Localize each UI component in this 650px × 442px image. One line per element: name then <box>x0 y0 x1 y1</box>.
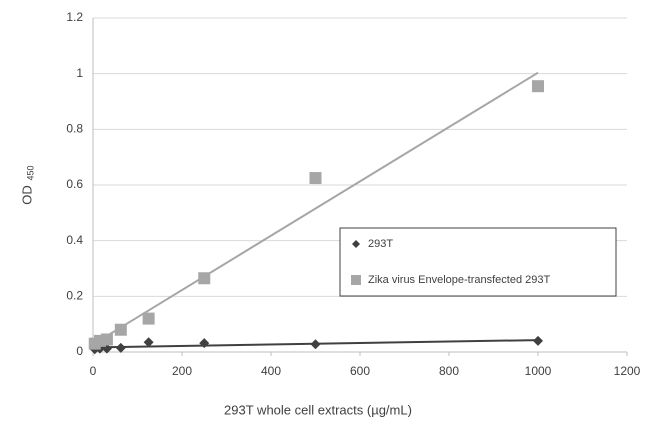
point <box>115 342 126 353</box>
point <box>100 333 113 346</box>
legend-box <box>339 227 617 297</box>
point <box>114 323 127 336</box>
x-tick-label: 1000 <box>525 364 552 378</box>
x-tick-label: 600 <box>350 364 370 378</box>
point <box>143 337 154 348</box>
y-tick-label: 0.4 <box>66 233 83 247</box>
x-tick-label: 1200 <box>614 364 641 378</box>
y-tick-label: 0.8 <box>66 122 83 136</box>
y-tick-label: 0.2 <box>66 289 83 303</box>
legend-label: 293T <box>368 238 393 250</box>
point <box>310 339 321 350</box>
y-axis-label: OD <box>19 185 34 205</box>
point <box>309 172 322 185</box>
y-tick-label: 1 <box>76 66 83 80</box>
point <box>142 312 155 325</box>
legend-label: Zika virus Envelope-transfected 293T <box>368 274 550 286</box>
point <box>198 272 211 285</box>
legend-marker <box>351 275 361 285</box>
y-tick-label: 0 <box>76 344 83 358</box>
legend-marker <box>352 240 360 248</box>
x-tick-label: 0 <box>90 364 97 378</box>
y-tick-label: 1.2 <box>66 10 83 24</box>
x-tick-label: 400 <box>261 364 281 378</box>
y-axis-label-subscript: 450 <box>25 165 35 180</box>
point <box>533 335 543 346</box>
y-axis-label-group: OD 450 <box>19 165 35 204</box>
trendline <box>94 71 539 345</box>
y-tick-label: 0.6 <box>66 177 83 191</box>
x-axis-label: 293T whole cell extracts (µg/mL) <box>224 402 412 417</box>
point <box>199 338 210 349</box>
x-tick-label: 200 <box>172 364 192 378</box>
x-tick-label: 800 <box>439 364 459 378</box>
point <box>532 80 544 93</box>
